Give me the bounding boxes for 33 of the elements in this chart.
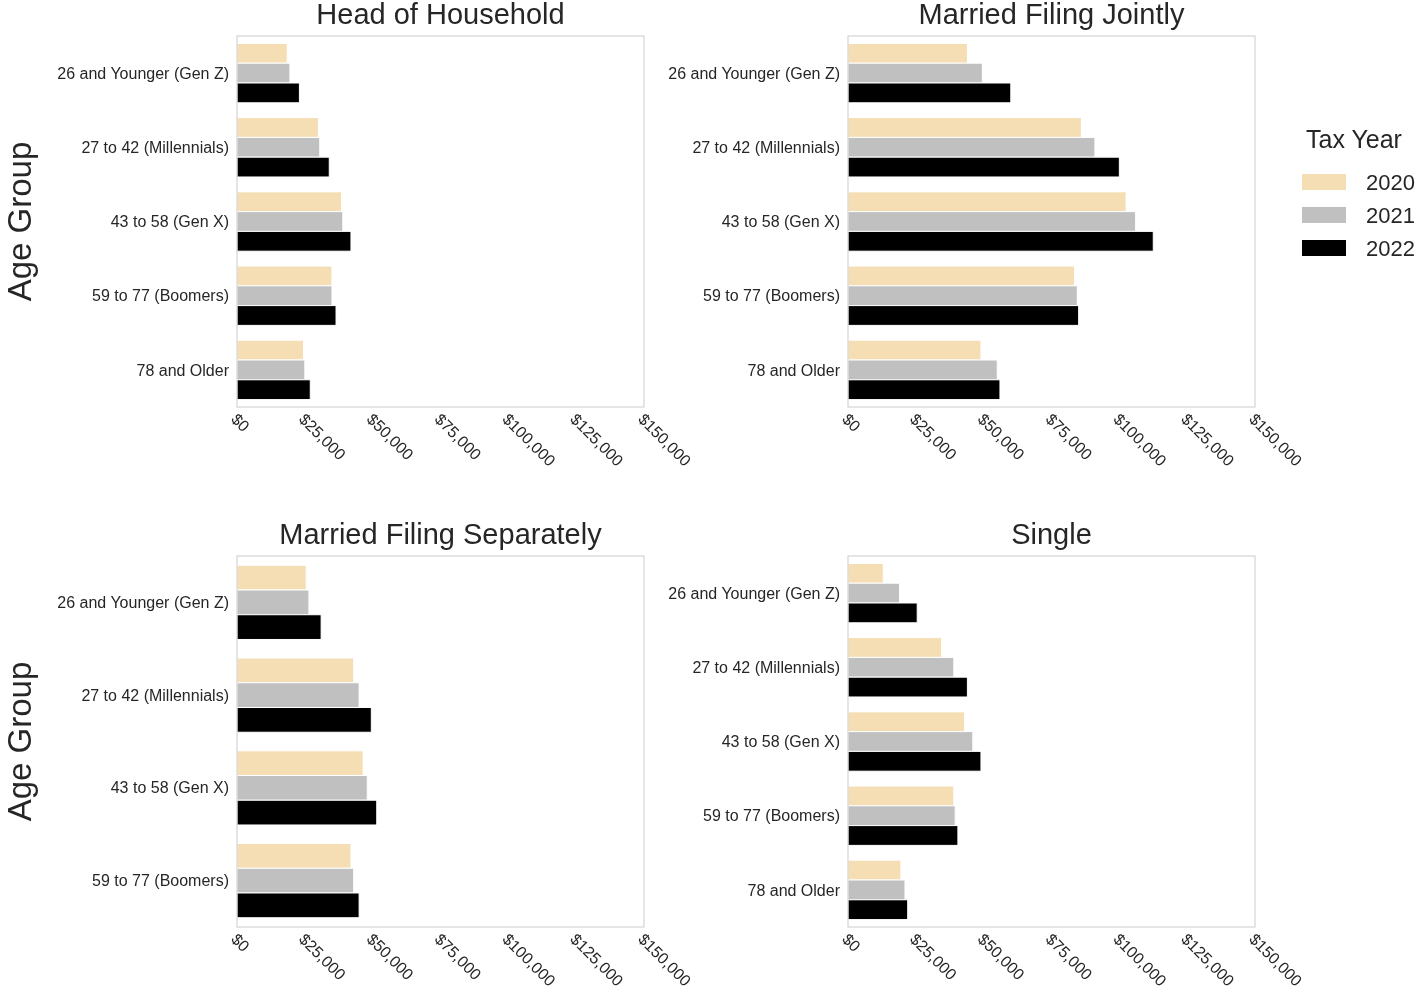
y-tick-label: 59 to 77 (Boomers) (703, 287, 840, 305)
y-tick-label: 27 to 42 (Millennials) (692, 138, 840, 156)
y-tick-label: 59 to 77 (Boomers) (92, 287, 229, 305)
chart-title: Single (1011, 518, 1092, 550)
y-tick-label: 43 to 58 (Gen X) (721, 733, 840, 751)
y-tick-label: 43 to 58 (Gen X) (721, 213, 840, 231)
y-axis-title: Age Group (1, 141, 38, 302)
chart-title: Head of Household (316, 0, 565, 30)
legend-label: 2021 (1366, 202, 1415, 228)
y-tick-label: 43 to 58 (Gen X) (110, 213, 229, 231)
y-tick-label: 26 and Younger (Gen Z) (668, 64, 840, 82)
y-tick-label: 78 and Older (747, 881, 841, 899)
y-tick-label: 78 and Older (136, 361, 230, 379)
y-axis-title: Age Group (1, 661, 38, 822)
y-tick-label: 27 to 42 (Millennials) (81, 686, 229, 704)
y-tick-label: 26 and Younger (Gen Z) (57, 593, 229, 611)
x-tick-label: $0 (839, 410, 864, 435)
legend-label: 2020 (1366, 169, 1415, 195)
x-tick-label: $0 (839, 930, 864, 955)
x-tick-label: $0 (228, 410, 253, 435)
y-tick-label: 59 to 77 (Boomers) (92, 872, 229, 890)
y-tick-label: 26 and Younger (Gen Z) (57, 64, 229, 82)
x-tick-label: $0 (228, 930, 253, 955)
y-tick-label: 27 to 42 (Millennials) (692, 658, 840, 676)
y-tick-label: 27 to 42 (Millennials) (81, 138, 229, 156)
legend-label: 2022 (1366, 235, 1415, 261)
y-tick-label: 43 to 58 (Gen X) (110, 779, 229, 797)
y-tick-label: 26 and Younger (Gen Z) (668, 584, 840, 602)
chart-title: Married Filing Jointly (918, 0, 1185, 30)
y-tick-label: 59 to 77 (Boomers) (703, 807, 840, 825)
chart-title: Married Filing Separately (279, 518, 603, 550)
y-tick-label: 78 and Older (747, 361, 841, 379)
legend-title: Tax Year (1306, 125, 1402, 153)
